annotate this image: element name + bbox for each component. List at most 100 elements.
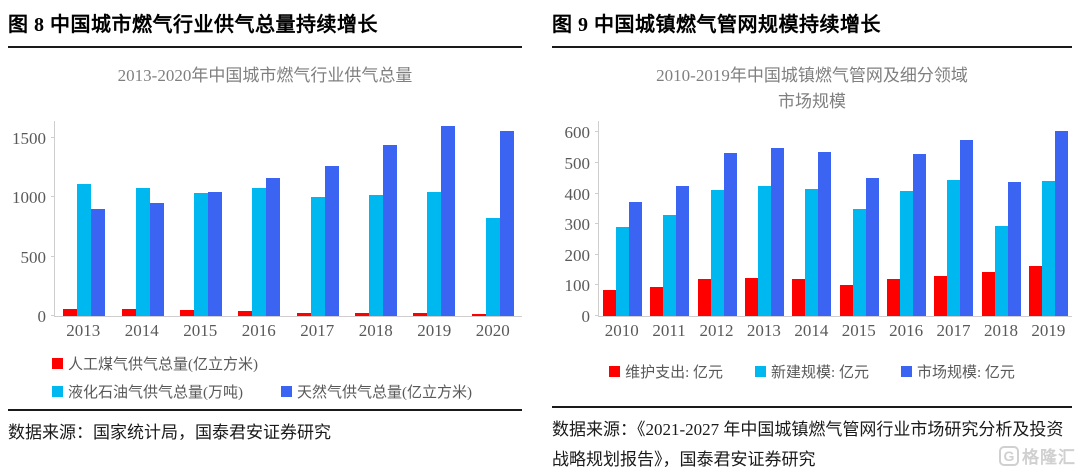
- bar-group: [464, 121, 522, 316]
- x-axis-label: 2012: [699, 321, 734, 340]
- gelonghui-watermark: G 格隆汇: [999, 443, 1076, 468]
- legend-label: 人工煤气供气总量(亿立方米): [68, 357, 258, 373]
- bar: [63, 309, 78, 316]
- bar: [771, 148, 785, 316]
- bar-group: [1025, 121, 1072, 316]
- legend-swatch: [755, 366, 767, 377]
- legend-item: 天然气供气总量(亿立方米): [281, 381, 472, 402]
- bar: [499, 131, 514, 316]
- bar: [710, 190, 724, 316]
- bar: [485, 218, 500, 316]
- bar-group: [230, 121, 288, 316]
- figure9-legend: 维护支出: 亿元 新建规模: 亿元 市场规模: 亿元: [552, 361, 1072, 382]
- figure8-panel: 图 8 中国城市燃气行业供气总量持续增长 2013-2020年中国城市燃气行业供…: [8, 6, 522, 468]
- legend-item: 维护支出: 亿元: [609, 361, 723, 382]
- legend-swatch: [52, 386, 63, 397]
- bar-group: [599, 121, 646, 316]
- x-axis-label: 2017: [936, 321, 971, 340]
- y-axis-tick-mark: [51, 136, 55, 138]
- figure9-chart-body: 0 100 200 300 400 500 600 2010 2011 2012 2013 2014…: [552, 121, 1072, 341]
- y-axis-tick-label: 0: [37, 307, 47, 326]
- legend-swatch: [609, 366, 621, 377]
- bar: [369, 195, 384, 316]
- figure9-y-axis: 0 100 200 300 400 500 600: [552, 121, 598, 326]
- bar-group: [172, 121, 230, 316]
- y-axis-tick-mark: [595, 223, 599, 225]
- figure9-source: 数据来源：《2021-2027 年中国城镇燃气管网行业市场研究分析及投资战略规划…: [552, 406, 1072, 469]
- bar: [149, 203, 164, 316]
- x-axis-label: 2019: [417, 321, 452, 340]
- legend-label: 液化石油气供气总量(万吨): [68, 385, 243, 401]
- bar: [758, 186, 772, 316]
- bar: [427, 192, 442, 316]
- y-axis-tick-label: 500: [20, 247, 47, 267]
- bar-group: [930, 121, 977, 316]
- bar-group: [977, 121, 1024, 316]
- figure8-x-axis: 2013 2014 2015 2016 2017 2018 2019 2020: [54, 321, 522, 341]
- legend-label: 天然气供气总量(亿立方米): [297, 385, 472, 401]
- bar: [238, 311, 253, 316]
- x-axis-label: 2016: [889, 321, 924, 340]
- bar: [413, 313, 428, 316]
- figure9-plot-area: [595, 121, 1072, 317]
- bar-group: [646, 121, 693, 316]
- bar: [193, 193, 208, 316]
- bar: [912, 154, 926, 316]
- bar: [310, 197, 325, 316]
- legend-item: 人工煤气供气总量(亿立方米): [52, 353, 258, 374]
- bar-group: [289, 121, 347, 316]
- figure9-heading: 图 9 中国城镇燃气管网规模持续增长: [552, 6, 1072, 48]
- bar: [1007, 182, 1021, 316]
- bar: [818, 152, 832, 316]
- figure9-panel: 图 9 中国城镇燃气管网规模持续增长 2010-2019年中国城镇燃气管网及细分…: [552, 6, 1072, 469]
- figure9-plot-column: 2010 2011 2012 2013 2014 2015 2016 2017 2018 2019: [595, 121, 1072, 341]
- bar: [899, 191, 913, 316]
- y-axis-tick-mark: [51, 196, 55, 198]
- bar: [934, 276, 948, 316]
- bar: [1028, 266, 1042, 316]
- x-axis-label: 2018: [983, 321, 1018, 340]
- bar: [981, 272, 995, 316]
- x-axis-label: 2013: [66, 321, 101, 340]
- figure8-plot-column: 2013 2014 2015 2016 2017 2018 2019 2020: [51, 121, 522, 341]
- x-axis-label: 2019: [1031, 321, 1066, 340]
- x-axis-label: 2015: [841, 321, 876, 340]
- y-axis-tick-label: 300: [564, 215, 591, 235]
- bar: [629, 202, 643, 316]
- bar: [960, 140, 974, 316]
- bar-group: [694, 121, 741, 316]
- bar: [886, 279, 900, 316]
- y-axis-tick-mark: [595, 284, 599, 286]
- bar: [441, 126, 456, 316]
- bar: [91, 209, 106, 316]
- x-axis-label: 2014: [124, 321, 159, 340]
- figure9-x-axis: 2010 2011 2012 2013 2014 2015 2016 2017 2018 2019: [598, 321, 1072, 341]
- y-axis-tick-mark: [595, 192, 599, 194]
- bar: [135, 188, 150, 316]
- figure9-chart-title: 2010-2019年中国城镇燃气管网及细分领域 市场规模: [656, 66, 968, 112]
- bar: [865, 178, 879, 316]
- bar: [179, 310, 194, 316]
- bar: [252, 188, 267, 316]
- bar: [663, 215, 677, 316]
- figure8-chart-body: 0 500 1000 1500 2013 2014 2015 2016 2017 2018 201…: [8, 121, 522, 341]
- bar: [1054, 131, 1068, 316]
- bar: [947, 180, 961, 316]
- x-axis-label: 2016: [241, 321, 276, 340]
- y-axis-tick-label: 100: [564, 276, 591, 296]
- bar-group: [347, 121, 405, 316]
- bar: [745, 278, 759, 316]
- x-axis-label: 2017: [300, 321, 335, 340]
- legend-label: 市场规模: 亿元: [916, 365, 1015, 381]
- bar: [1041, 181, 1055, 316]
- gelonghui-logo-text: 格隆汇: [1022, 448, 1076, 467]
- bar-group: [741, 121, 788, 316]
- bar: [792, 279, 806, 316]
- bar-group: [788, 121, 835, 316]
- y-axis-tick-label: 1000: [12, 188, 46, 208]
- y-axis-tick-label: 200: [564, 245, 591, 265]
- figure9-chart: 2010-2019年中国城镇燃气管网及细分领域 市场规模 0 100 200 300 4…: [552, 48, 1072, 382]
- bar: [266, 178, 281, 316]
- y-axis-tick-mark: [595, 131, 599, 133]
